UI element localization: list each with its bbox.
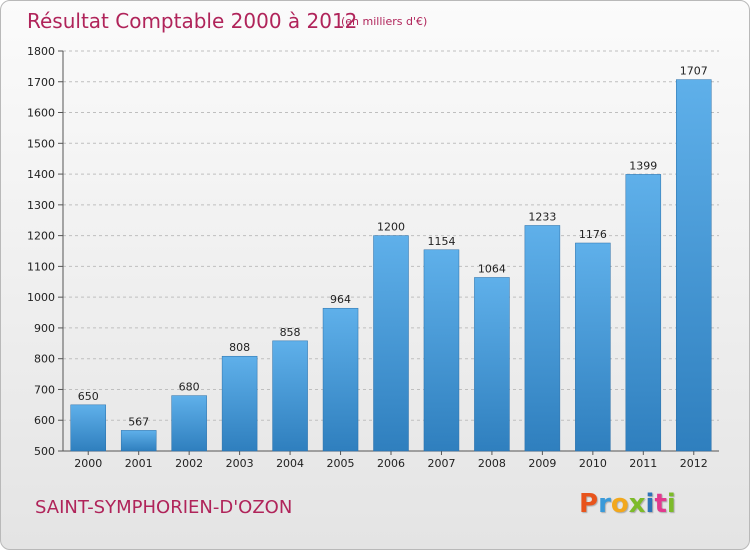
chart-subtitle: (en milliers d'€) — [341, 15, 428, 28]
data-label: 1176 — [579, 228, 607, 241]
bar — [625, 174, 662, 452]
logo-letter: P — [579, 489, 599, 519]
x-tick-label: 2008 — [478, 457, 506, 470]
y-tick-label: 800 — [34, 353, 55, 366]
x-tick-label: 2006 — [377, 457, 405, 470]
y-tick-label: 1000 — [27, 291, 55, 304]
logo-letter: r — [598, 489, 611, 519]
x-tick-label: 2003 — [226, 457, 254, 470]
logo-letter: x — [628, 489, 646, 519]
y-tick-label: 1700 — [27, 76, 55, 89]
data-label: 964 — [330, 293, 351, 306]
bar — [272, 340, 308, 452]
logo-letter: i — [645, 489, 655, 519]
bar — [423, 249, 460, 452]
y-tick-label: 1400 — [27, 168, 55, 181]
y-tick-label: 1100 — [27, 260, 55, 273]
x-tick-label: 2009 — [528, 457, 556, 470]
x-tick-label: 2012 — [680, 457, 708, 470]
bar — [676, 79, 712, 452]
y-tick-label: 1200 — [27, 230, 55, 243]
data-label: 1233 — [528, 210, 556, 223]
data-label: 858 — [280, 326, 301, 339]
y-tick-label: 900 — [34, 322, 55, 335]
x-tick-label: 2001 — [125, 457, 153, 470]
data-label: 1154 — [427, 235, 455, 248]
data-label: 808 — [229, 341, 250, 354]
y-tick-label: 500 — [34, 445, 55, 458]
data-label: 1064 — [478, 262, 506, 275]
x-tick-label: 2000 — [74, 457, 102, 470]
data-label: 650 — [78, 390, 99, 403]
bar — [171, 395, 207, 452]
x-tick-label: 2002 — [175, 457, 203, 470]
chart-title: Résultat Comptable 2000 à 2012 — [27, 9, 358, 33]
bar — [575, 242, 611, 452]
data-label: 1399 — [629, 159, 657, 172]
x-tick-label: 2010 — [579, 457, 607, 470]
y-tick-label: 1500 — [27, 137, 55, 150]
proxiti-logo: Proxiti — [579, 489, 676, 519]
bar — [70, 404, 106, 452]
commune-name: SAINT-SYMPHORIEN-D'OZON — [35, 497, 293, 518]
bar — [524, 225, 561, 452]
logo-letter: t — [654, 489, 667, 519]
bar — [373, 235, 409, 452]
x-tick-label: 2007 — [427, 457, 455, 470]
logo-letter: i — [666, 489, 676, 519]
y-tick-label: 1300 — [27, 199, 55, 212]
data-label: 680 — [179, 381, 200, 394]
x-tick-label: 2011 — [629, 457, 657, 470]
bars — [70, 79, 712, 452]
x-tick-label: 2005 — [327, 457, 355, 470]
data-label: 1200 — [377, 221, 405, 234]
axes: 500 600 700 800 900 1000 1100 1200 1300 1400 1500 1… — [27, 45, 719, 458]
bar — [120, 430, 157, 452]
y-tick-label: 700 — [34, 383, 55, 396]
x-tick-label: 2004 — [276, 457, 304, 470]
data-label: 1707 — [680, 65, 708, 78]
bar — [474, 277, 510, 452]
labels: 650 2000 567 2001 680 2002 808 2003 858 2004 964 20… — [74, 65, 708, 470]
data-label: 567 — [128, 415, 149, 428]
bar — [221, 355, 258, 452]
y-tick-label: 1600 — [27, 107, 55, 120]
y-tick-label: 1800 — [27, 45, 55, 58]
logo-letter: o — [610, 489, 629, 519]
y-tick-label: 600 — [34, 414, 55, 427]
bar — [322, 307, 359, 452]
